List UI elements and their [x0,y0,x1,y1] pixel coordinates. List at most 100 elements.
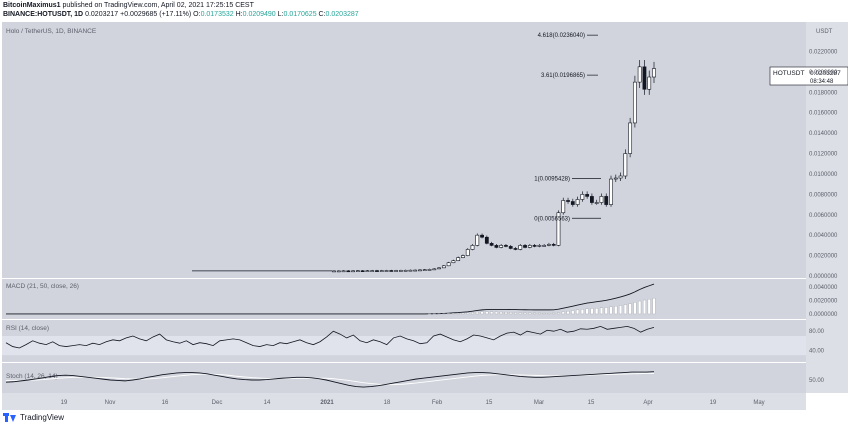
stoch-d-line [6,372,654,386]
macd-hist-bar [647,298,651,315]
candle-body [570,201,575,205]
published-text: published on TradingView.com, April 02, … [62,2,254,9]
stoch-pane-title: Stoch (14, 26, 14) [6,373,58,380]
candle-body [508,246,513,249]
ohlc-line: BINANCE:HOTUSDT, 1D 0.0203217 +0.0029685… [3,11,359,18]
macd-hist-bar [628,303,632,315]
macd-hist-bar [499,311,503,315]
macd-hist-bar [585,308,589,315]
time-axis-tick: 15 [486,400,493,406]
time-axis-tick: 14 [264,400,271,406]
time-axis-tick: 19 [710,400,717,406]
candle-body [346,270,351,273]
macd-hist-bar [638,300,642,315]
macd-hist-bar [547,312,551,315]
macd-hist-bar [537,312,541,315]
candle-body [652,68,656,78]
last-price: 0.0203217 [85,11,119,18]
candle-body [585,194,590,197]
price-axis-tick: 0.0140000 [809,131,838,137]
fib-levels: 4.618(0.0236040) 3.61(0.0196865) 1(0.00954… [534,33,601,222]
candle-body [437,267,441,270]
candle-body [604,196,609,205]
macd-series [6,283,656,315]
time-axis-tick: 16 [162,400,169,406]
candle-body [432,268,437,271]
macd-hist-bar [561,311,565,315]
candle-body [446,262,451,267]
candle-body [575,199,580,205]
price-axis-tick: 0.0080000 [809,192,838,198]
macd-hist-bar [518,312,522,315]
macd-hist-bar [609,306,613,315]
rsi-band [2,336,806,356]
candle-body [566,200,570,202]
macd-hist-bar [528,312,532,315]
macd-axis-tick: 0.0040000 [809,285,838,291]
macd-hist-bar [451,313,455,315]
price-axis-tick: 0.0060000 [809,213,838,219]
candle-body [398,270,403,272]
rsi-axis-tick: 40.00 [809,348,825,354]
macd-hist-bar [571,310,575,315]
macd-hist-bar [600,307,603,315]
y-axis-ticks: 0.0220000 0.0200000 0.0180000 0.0160000 0.01… [809,50,838,384]
macd-hist-bar [490,311,494,315]
macd-hist-bar [514,312,517,315]
candle-body [422,269,427,271]
candle-body [413,269,418,272]
macd-hist-bar [480,311,484,315]
candle-body [341,270,346,273]
candles [192,60,656,273]
tradingview-logo[interactable]: TradingView [3,413,64,422]
candle-body [484,236,489,244]
time-axis-tick: 2021 [320,400,334,406]
price-axis-tick: 0.0160000 [809,111,838,117]
low-value: 0.0170625 [283,11,317,18]
macd-pane-title: MACD (21, 50, close, 26) [6,283,79,290]
candle-body [532,245,537,247]
price-axis-tick: 0.0120000 [809,152,838,158]
chart-area[interactable]: Holo / TetherUS, 1D, BINANCE MACD (21, 5… [2,22,849,410]
macd-hist-bar [461,312,465,315]
macd-hist-bar [447,313,451,315]
chart-svg[interactable]: Holo / TetherUS, 1D, BINANCE MACD (21, 5… [2,22,849,410]
fib-label: 4.618(0.0236040) [538,33,585,39]
macd-hist-bar [504,312,508,315]
symbol-interval: BINANCE:HOTUSDT, 1D [3,11,84,18]
macd-hist-bar [604,307,608,315]
candle-body [465,249,470,256]
time-axis-tick: 18 [384,400,391,406]
candle-body [355,270,360,272]
candle-body [427,269,432,271]
candle-body [489,243,494,246]
author-name[interactable]: BitcoinMaximus1 [3,2,61,9]
macd-hist-bar [542,312,546,315]
open-value: 0.0173532 [200,11,234,18]
candle-body [470,245,475,250]
close-value: 0.0203287 [325,11,359,18]
candle-body [370,270,375,272]
stoch-k-line [5,371,655,388]
time-axis-tick: Mar [534,400,544,406]
publish-line: BitcoinMaximus1 published on TradingView… [3,2,254,9]
candle-body [408,269,413,272]
macd-hist-bar [442,313,446,315]
price-axis-tick: 0.0180000 [809,90,838,96]
macd-pane-bg [2,279,806,319]
rsi-axis-tick: 80.00 [809,329,825,335]
macd-hist-bar [509,312,513,315]
time-axis-bg[interactable] [2,393,806,410]
x-axis-ticks: 19 Nov 16 Dec 14 2021 18 Feb 15 Mar 15 Apr 19 May [61,400,765,406]
macd-hist-bar [485,311,489,315]
macd-axis-tick: 0.0020000 [809,298,838,304]
publish-header: BitcoinMaximus1 published on TradingView… [0,0,850,22]
time-axis-tick: Feb [432,400,443,406]
rsi-pane-title: RSI (14, close) [6,325,49,332]
macd-hist-bar [428,313,431,315]
fib-label: 1(0.0095428) [534,177,570,183]
candle-body [623,153,628,177]
price-tag-countdown: 08:34:48 [810,79,834,85]
candle-body [441,265,446,269]
candle-body [384,270,389,272]
